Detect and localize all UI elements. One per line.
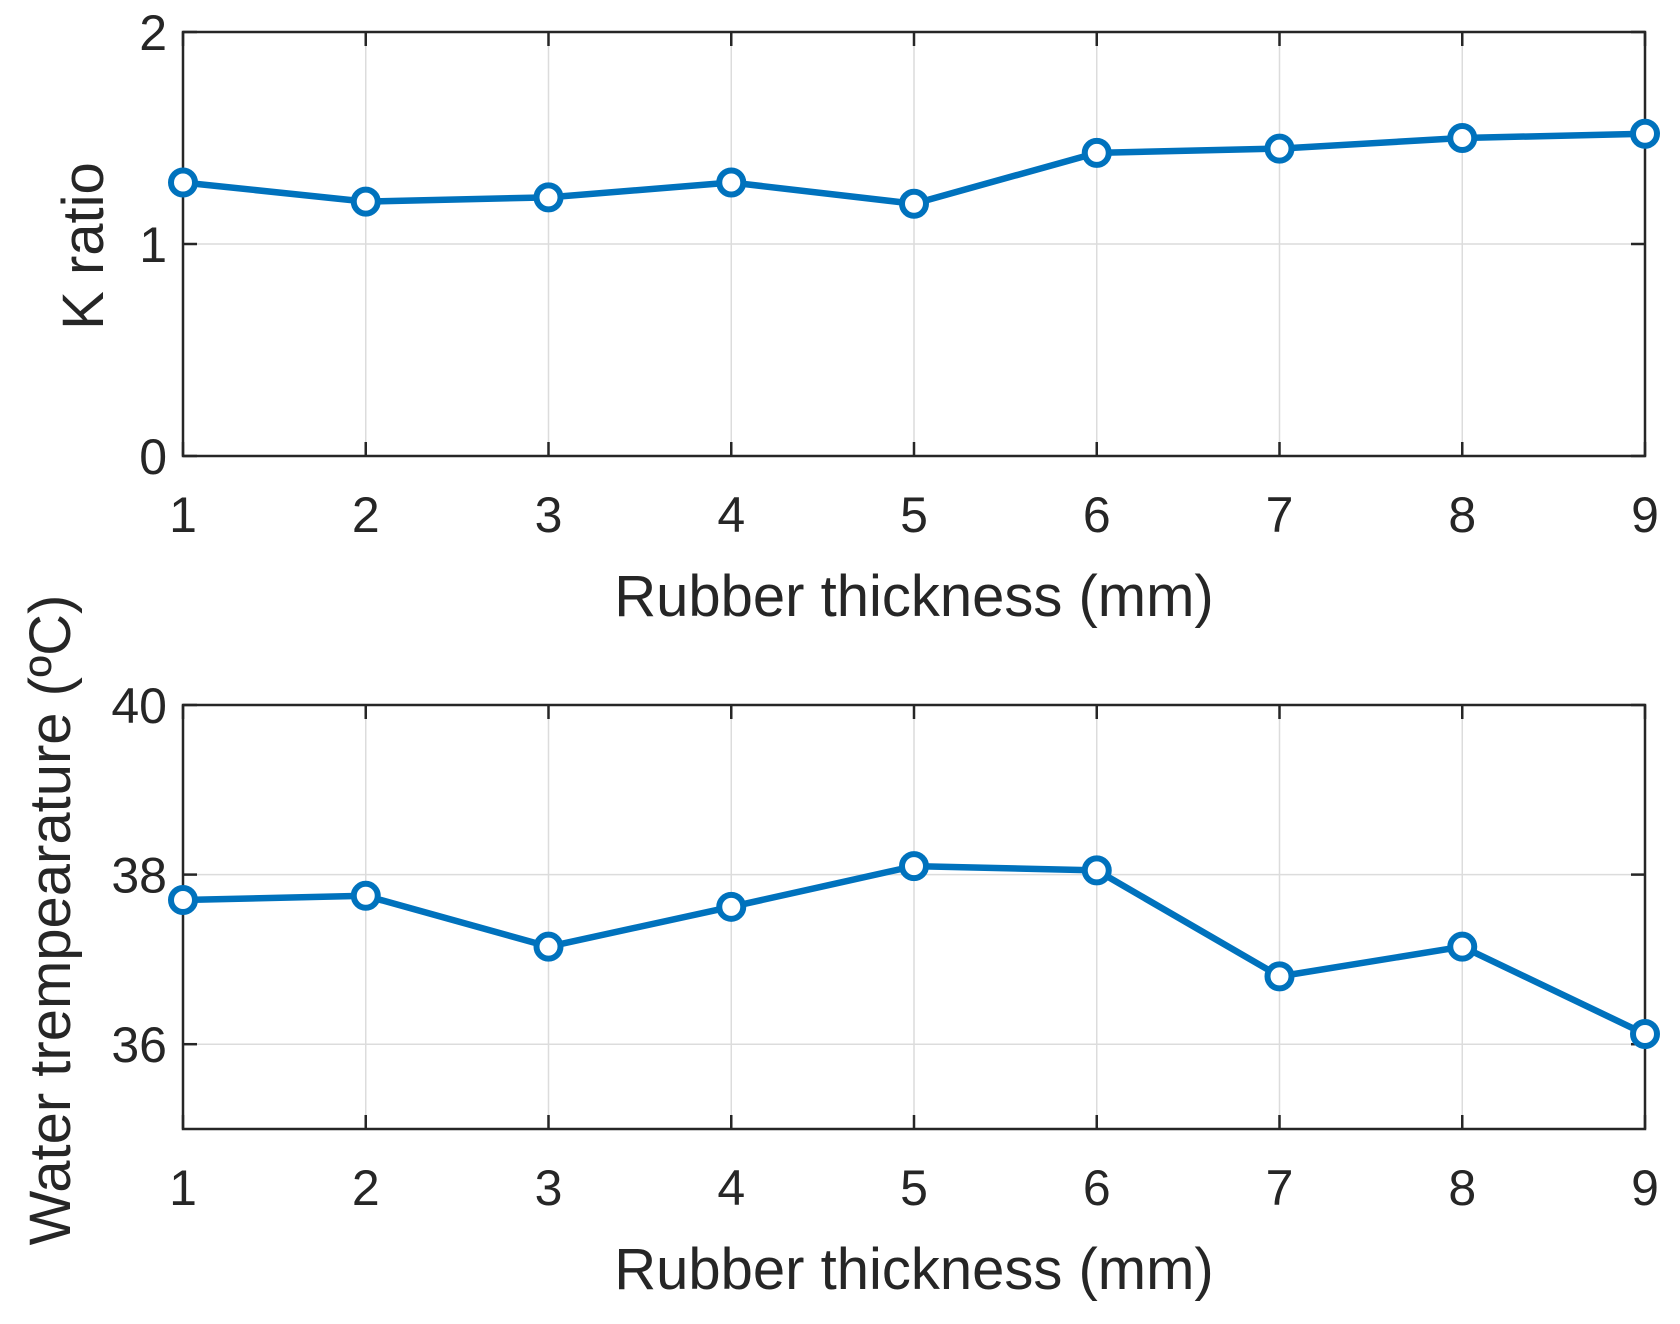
water-temperature-x-axis-label: Rubber thickness (mm) (614, 1237, 1213, 1302)
k-ratio-data-point (1264, 133, 1295, 164)
k-ratio-y-tick-label: 0 (139, 429, 167, 485)
k-ratio-x-tick-label: 7 (1266, 487, 1294, 543)
water-temperature-subplot: 1 2 3 4 5 6 7 8 9 36 38 40 Rubber thickness (mm) W… (18, 595, 1660, 1302)
k-ratio-x-tick-label: 1 (169, 487, 197, 543)
water-temperature-x-tick-label: 3 (535, 1160, 563, 1216)
k-ratio-data-point (716, 167, 747, 198)
k-ratio-x-tick-label: 9 (1631, 487, 1659, 543)
k-ratio-data-point (1081, 137, 1112, 168)
water-temperature-x-tick-labels: 1 2 3 4 5 6 7 8 9 (169, 1160, 1659, 1216)
k-ratio-x-axis-label: Rubber thickness (mm) (614, 564, 1213, 629)
k-ratio-data-point (350, 186, 381, 217)
k-ratio-y-tick-label: 1 (139, 217, 167, 273)
water-temperature-x-tick-label: 1 (169, 1160, 197, 1216)
water-temperature-grid (182, 704, 1646, 1129)
water-temperature-data-point (716, 891, 747, 922)
water-temperature-x-tick-label: 4 (717, 1160, 745, 1216)
water-temperature-data-point (1630, 1019, 1660, 1050)
water-temperature-data-point (899, 851, 929, 882)
water-temperature-x-tick-label: 8 (1448, 1160, 1476, 1216)
water-temperature-y-tick-labels: 36 38 40 (111, 678, 167, 1073)
water-temperature-x-tick-label: 6 (1083, 1160, 1111, 1216)
k-ratio-x-tick-label: 5 (900, 487, 928, 543)
water-temperature-data-point (350, 880, 381, 911)
k-ratio-data-point (533, 182, 564, 213)
k-ratio-y-tick-labels: 0 1 2 (139, 5, 167, 485)
k-ratio-x-tick-label: 2 (352, 487, 380, 543)
k-ratio-x-tick-label: 8 (1448, 487, 1476, 543)
water-temperature-data-point (1264, 961, 1295, 992)
water-temperature-x-tick-label: 2 (352, 1160, 380, 1216)
water-temperature-data-point (168, 885, 198, 916)
k-ratio-data-point (168, 167, 198, 198)
water-temperature-data-point (1081, 855, 1112, 886)
water-temperature-y-axis-label: Water trempearature (ºC) (18, 595, 83, 1246)
k-ratio-grid (182, 31, 1646, 457)
k-ratio-x-tick-label: 6 (1083, 487, 1111, 543)
k-ratio-ticks (181, 30, 1647, 458)
k-ratio-data-point (899, 188, 929, 219)
k-ratio-x-tick-labels: 1 2 3 4 5 6 7 8 9 (169, 487, 1659, 543)
k-ratio-data-point (1447, 123, 1478, 153)
water-temperature-x-tick-label: 5 (900, 1160, 928, 1216)
water-temperature-data-point (1447, 931, 1478, 962)
water-temperature-y-tick-label: 40 (111, 678, 167, 734)
k-ratio-data-point (1630, 118, 1660, 149)
water-temperature-y-tick-label: 36 (111, 1017, 167, 1073)
water-temperature-x-tick-label: 9 (1631, 1160, 1659, 1216)
water-temperature-y-tick-label: 38 (111, 848, 167, 904)
water-temperature-series (168, 851, 1660, 1050)
k-ratio-series (168, 118, 1660, 219)
k-ratio-x-tick-label: 4 (717, 487, 745, 543)
k-ratio-y-axis-label: K ratio (51, 162, 116, 330)
water-temperature-x-tick-label: 7 (1266, 1160, 1294, 1216)
k-ratio-x-tick-label: 3 (535, 487, 563, 543)
water-temperature-data-point (533, 931, 564, 962)
k-ratio-y-tick-label: 2 (139, 5, 167, 61)
